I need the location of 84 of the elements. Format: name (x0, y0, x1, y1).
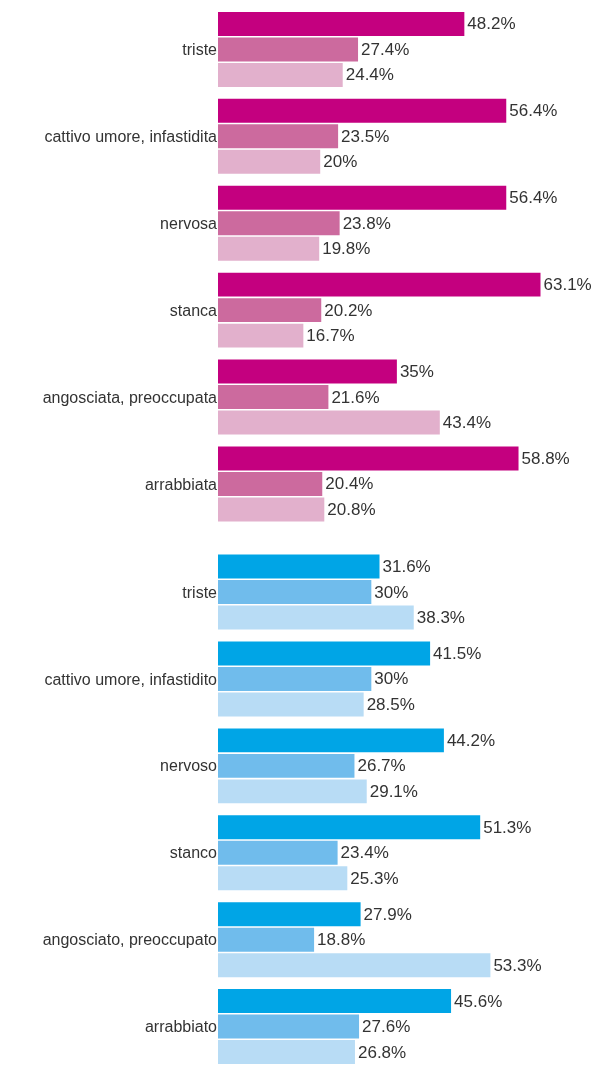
y-tick-label: stanca (169, 301, 218, 319)
bar (218, 866, 348, 891)
data-label: 25.3% (350, 868, 399, 888)
data-label: 27.6% (362, 1017, 411, 1037)
y-tick-label: nervosa (160, 214, 218, 232)
data-label: 31.6% (382, 557, 431, 577)
bar (218, 124, 339, 149)
data-label: 27.4% (361, 39, 410, 59)
data-label: 30% (374, 669, 409, 689)
data-label: 38.3% (416, 608, 465, 628)
bar (218, 62, 343, 87)
data-label: 44.2% (446, 730, 496, 750)
data-label: 23.5% (341, 126, 390, 146)
data-label: 20.4% (325, 474, 374, 494)
data-label: 48.2% (467, 14, 516, 34)
data-label: 20.8% (327, 499, 376, 519)
y-tick-label: nervoso (160, 757, 218, 775)
data-label: 43.4% (442, 413, 492, 433)
y-tick-label: cattivo umore, infastidita (44, 127, 218, 145)
bar (218, 98, 507, 123)
bar (218, 927, 315, 952)
bar (218, 37, 359, 62)
y-tick-label: angosciata, preoccupata (42, 388, 218, 406)
bar (218, 953, 491, 978)
data-label: 56.4% (509, 101, 558, 121)
data-label: 30% (374, 582, 409, 602)
data-label: 29.1% (369, 781, 418, 801)
bar (218, 692, 364, 717)
bar (218, 641, 431, 666)
y-tick-label: stanco (169, 844, 218, 862)
y-tick-label: angosciato, preoccupato (42, 931, 218, 949)
data-label: 56.4% (509, 188, 558, 208)
data-label: 16.7% (306, 326, 355, 346)
data-label: 21.6% (331, 387, 380, 407)
data-label: 27.9% (363, 904, 412, 924)
bar (218, 497, 325, 522)
y-tick-label: triste (182, 583, 218, 601)
data-label: 28.5% (366, 694, 415, 714)
bar (218, 1040, 355, 1065)
bar (218, 323, 304, 348)
data-label: 18.8% (317, 930, 366, 950)
y-tick-label: cattivo umore, infastidito (44, 670, 218, 688)
data-label: 26.7% (357, 756, 406, 776)
data-label: 51.3% (483, 817, 532, 837)
bar (218, 667, 372, 691)
bar (218, 902, 361, 927)
data-label: 20% (323, 152, 358, 172)
bar (218, 580, 372, 605)
bar (218, 840, 338, 865)
bar (218, 779, 367, 804)
bar (218, 385, 329, 409)
bar (218, 1014, 360, 1039)
bar (218, 359, 397, 384)
data-label: 20.2% (324, 300, 373, 320)
data-label: 53.3% (493, 955, 542, 975)
data-label: 23.4% (340, 843, 389, 863)
bar (218, 605, 414, 630)
data-label: 23.8% (342, 213, 391, 233)
data-label: 19.8% (322, 239, 371, 259)
bar (218, 211, 340, 236)
bar (218, 753, 355, 778)
bar (218, 554, 380, 579)
data-label: 41.5% (433, 643, 482, 663)
bar (218, 815, 481, 840)
bar (218, 185, 507, 210)
data-label: 58.8% (521, 448, 570, 468)
bar (218, 446, 519, 471)
bar (218, 989, 452, 1014)
bar (218, 149, 321, 174)
data-label: 24.4% (345, 65, 394, 85)
bar (218, 11, 465, 36)
data-label: 26.8% (357, 1042, 407, 1062)
bar (218, 471, 323, 496)
bar (218, 272, 541, 297)
data-label: 45.6% (454, 991, 503, 1011)
y-tick-label: triste (182, 41, 218, 59)
y-tick-label: arrabbiato (144, 1018, 218, 1036)
bar (218, 728, 444, 753)
data-label: 63.1% (543, 275, 592, 295)
bar (218, 236, 320, 261)
y-tick-label: arrabbiata (144, 475, 218, 493)
bar (218, 298, 322, 323)
data-label: 35% (399, 362, 434, 382)
bar (218, 410, 440, 435)
